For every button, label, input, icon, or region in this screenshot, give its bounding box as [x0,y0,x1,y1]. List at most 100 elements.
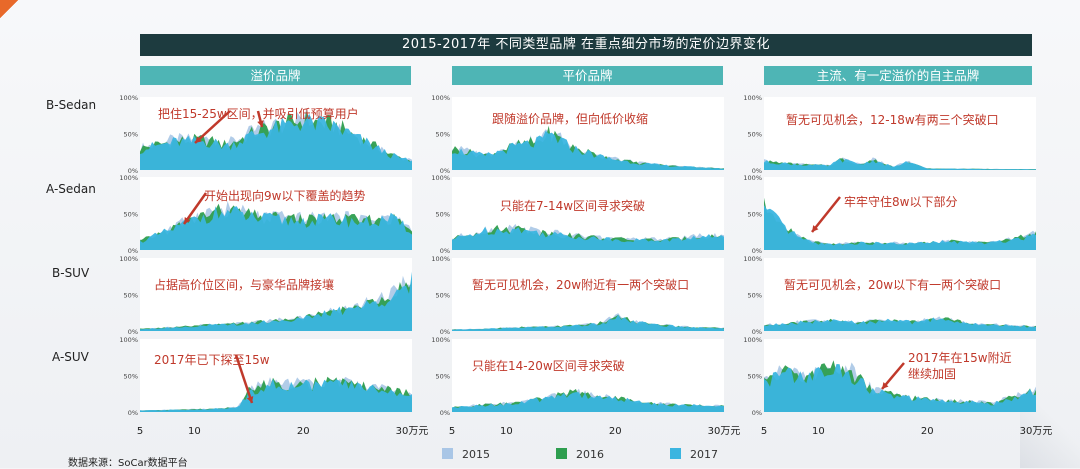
x-tick-label: 10 [188,426,201,437]
x-tick-label: 20 [609,426,622,437]
y-tick-label: 50% [748,292,762,300]
y-tick-label: 0% [128,409,138,417]
annotation-arrow [234,354,254,404]
annotation-arrowhead [195,136,202,143]
annotation-arrowhead [184,217,191,224]
y-tick-label: 50% [124,211,138,219]
y-tick-label: 50% [436,211,450,219]
legend-item-2016: 2016 [556,448,604,462]
row-label-a-sedan: A-Sedan [46,182,96,196]
column-header-premium: 溢价品牌 [140,66,411,85]
y-tick-label: 0% [440,409,450,417]
y-tick-label: 50% [124,373,138,381]
legend-label-2017: 2017 [690,448,718,461]
x-tick-label: 30万元 [708,426,741,437]
panel-bg-r0c2 [764,97,1036,170]
row-label-b-suv: B-SUV [52,266,90,280]
area-series-2017-r3c1 [452,392,724,412]
y-tick-label: 0% [128,247,138,255]
legend-item-2015: 2015 [442,448,490,462]
y-tick-label: 100% [431,255,450,263]
annotation-text: 2017年在15w附近 [908,351,1012,365]
panel-bg-r1c2 [764,177,1036,250]
area-series-2017-r2c2 [764,317,1036,331]
y-tick-label: 0% [128,328,138,336]
area-series-2017-r0c1 [452,130,724,170]
annotation-arrowhead [812,225,819,232]
y-tick-label: 0% [440,167,450,175]
row-label-b-sedan: B-Sedan [46,98,97,112]
corner-accent [0,0,18,18]
annotation-text: 只能在14-20w区间寻求突破 [472,358,625,373]
y-tick-label: 50% [436,373,450,381]
y-tick-label: 100% [431,94,450,102]
annotation-text: 暂无可见机会，20w以下有一两个突破口 [784,277,1001,292]
y-tick-label: 0% [752,409,762,417]
annotation-text: 跟随溢价品牌，但向低价收缩 [492,111,648,126]
annotation-text: 2017年已下探至15w [154,353,270,367]
legend-swatch-2016 [556,448,567,459]
y-tick-label: 0% [752,328,762,336]
x-tick-label: 5 [449,426,455,437]
x-tick-label: 5 [137,426,143,437]
area-series-2017-r0c2 [764,158,1036,170]
annotation-text: 只能在7-14w区间寻求突破 [500,198,645,213]
x-tick-label: 5 [761,426,767,437]
annotation-text: 占据高价位区间，与豪华品牌接壤 [154,277,334,292]
y-tick-label: 0% [752,247,762,255]
area-series-2017-r1c0 [140,206,412,250]
x-tick-label: 30万元 [396,426,429,437]
y-tick-label: 50% [436,292,450,300]
x-tick-label: 10 [812,426,825,437]
y-tick-label: 0% [752,167,762,175]
area-series-2017-r3c0 [140,378,412,412]
annotation-arrow [194,110,231,144]
annotation-arrow [182,192,208,225]
y-tick-label: 50% [124,131,138,139]
panel-bg-r2c2 [764,258,1036,331]
column-header-domestic: 主流、有一定溢价的自主品牌 [764,66,1032,85]
x-tick-label: 30万元 [1020,426,1053,437]
area-series-2017-r3c2 [764,364,1036,412]
chart-title: 2015-2017年 不同类型品牌 在重点细分市场的定价边界变化 [140,34,1032,56]
annotation-text: 开始出现向9w以下覆盖的趋势 [204,188,365,203]
data-source-note: 数据来源：SoCar数据平台 [68,458,188,469]
x-tick-label: 20 [921,426,934,437]
y-tick-label: 100% [431,174,450,182]
annotation-text: 牢牢守住8w以下部分 [844,194,957,209]
y-tick-label: 100% [119,94,138,102]
column-header-value: 平价品牌 [452,66,723,85]
y-tick-label: 0% [440,247,450,255]
y-tick-label: 50% [436,131,450,139]
annotation-arrow [811,196,841,233]
y-tick-label: 0% [128,167,138,175]
area-series-2017-r2c1 [452,314,724,331]
area-series-2017-r1c1 [452,226,724,250]
y-tick-label: 100% [119,336,138,344]
area-series-2017-r1c2 [764,205,1036,250]
annotation-arrowhead [882,382,889,389]
legend-swatch-2017 [670,448,681,459]
y-tick-label: 100% [743,336,762,344]
annotation-text: 继续加固 [908,367,956,381]
y-tick-label: 100% [119,255,138,263]
legend-item-2017: 2017 [670,448,718,462]
y-tick-label: 50% [748,373,762,381]
y-tick-label: 50% [124,292,138,300]
area-series-2017-r2c0 [140,271,412,331]
annotation-text: 暂无可见机会，12-18w有两三个突破口 [786,112,999,127]
annotation-arrowhead [257,120,264,127]
x-tick-label: 10 [500,426,513,437]
panel-bg-r2c1 [452,258,724,331]
y-tick-label: 50% [748,131,762,139]
area-series-2017-r0c0 [140,113,412,170]
y-tick-label: 100% [743,94,762,102]
legend-swatch-2015 [442,448,453,459]
y-tick-label: 100% [431,336,450,344]
y-tick-label: 50% [748,211,762,219]
annotation-arrowhead [246,396,254,403]
y-tick-label: 100% [119,174,138,182]
y-tick-label: 100% [743,174,762,182]
y-tick-label: 0% [440,328,450,336]
